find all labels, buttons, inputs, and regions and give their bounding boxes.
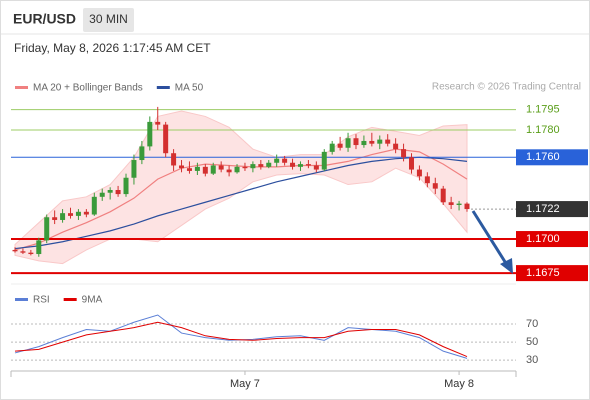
forecast-arrow xyxy=(471,210,513,274)
candle-body xyxy=(385,139,391,144)
candle-body xyxy=(12,249,18,252)
credit: Research © 2026 Trading Central xyxy=(432,82,581,93)
timeframe[interactable]: 30 MIN xyxy=(89,12,128,26)
level-label: 1.1675 xyxy=(526,267,560,279)
candle-body xyxy=(424,176,430,184)
level-box xyxy=(516,265,588,282)
candle-body xyxy=(163,124,169,154)
candle-body xyxy=(258,164,264,167)
y-tick-label: 30 xyxy=(526,354,538,366)
candle-body xyxy=(99,192,105,197)
candle-body xyxy=(131,160,137,178)
x-tick-label: May 7 xyxy=(230,378,260,390)
bollinger-band xyxy=(14,110,468,265)
candle-body xyxy=(194,166,200,171)
level-box xyxy=(516,231,588,248)
candle-body xyxy=(313,165,319,170)
candle-body xyxy=(242,166,248,169)
candle-body xyxy=(28,252,34,255)
legend-label: RSI xyxy=(33,295,50,306)
legend-label: MA 50 xyxy=(175,83,204,94)
candle-body xyxy=(123,177,129,195)
candle-body xyxy=(202,166,208,174)
candle-body xyxy=(369,140,375,144)
ma20-line xyxy=(14,148,468,251)
candle-body xyxy=(345,138,351,148)
level-label: 1.1722 xyxy=(526,203,560,215)
candle-body xyxy=(44,217,50,241)
candle-body xyxy=(401,149,407,158)
candle-body xyxy=(440,188,446,203)
candle-body xyxy=(171,153,177,166)
candle-body xyxy=(210,165,216,174)
candle-body xyxy=(282,158,288,163)
candle-body xyxy=(36,240,42,255)
candle-body xyxy=(337,143,343,148)
legend-label: 9MA xyxy=(82,295,103,306)
candle-body xyxy=(75,211,81,216)
candle-body xyxy=(107,190,113,193)
legend-label: MA 20 + Bollinger Bands xyxy=(33,83,143,94)
candle-body xyxy=(393,143,399,150)
candle-body xyxy=(91,196,97,215)
candle-body xyxy=(60,213,66,220)
level-label: 1.1700 xyxy=(526,233,560,245)
rsi-ma-line xyxy=(14,321,468,358)
candle-body xyxy=(353,138,359,146)
legend-swatch xyxy=(15,298,28,301)
candle-body xyxy=(179,165,185,169)
candle-body xyxy=(68,213,74,216)
candle-body xyxy=(83,211,89,215)
x-tick-label: May 8 xyxy=(444,378,474,390)
rsi-line xyxy=(14,314,468,359)
ma50-line xyxy=(14,156,468,250)
y-tick-label: 70 xyxy=(526,318,538,330)
y-tick-label: 50 xyxy=(526,336,538,348)
timestamp: Friday, May 8, 2026 1:17:45 AM CET xyxy=(14,41,211,55)
level-label: 1.1780 xyxy=(526,124,560,136)
candle-body xyxy=(432,183,438,189)
candle-body xyxy=(147,121,153,147)
candle-body xyxy=(218,165,224,170)
candle-body xyxy=(226,169,232,173)
candle-body xyxy=(456,203,462,205)
legend-swatch xyxy=(15,86,28,89)
level-box xyxy=(516,149,588,166)
candle-body xyxy=(290,162,296,167)
candle-body xyxy=(274,158,280,163)
level-box xyxy=(516,201,588,218)
candle-body xyxy=(52,217,58,220)
candle-body xyxy=(115,190,121,195)
candle-body xyxy=(377,139,383,144)
symbol: EUR/USD xyxy=(13,11,76,27)
candle-body xyxy=(297,164,303,167)
legend-swatch xyxy=(63,298,77,301)
level-label: 1.1760 xyxy=(526,151,560,163)
candle-body xyxy=(464,203,470,210)
candle-body xyxy=(448,202,454,205)
candle-body xyxy=(361,140,367,146)
timeframe-chip[interactable] xyxy=(83,8,134,32)
candle-body xyxy=(321,151,327,170)
candle-body xyxy=(20,251,26,253)
level-label: 1.1795 xyxy=(526,104,560,116)
candle-body xyxy=(329,143,335,152)
legend-swatch xyxy=(156,86,170,89)
candle-body xyxy=(186,168,192,171)
candle-body xyxy=(139,146,145,161)
candle-body xyxy=(250,164,256,169)
candle-body xyxy=(416,169,422,177)
candle-body xyxy=(155,121,161,125)
candle-body xyxy=(234,166,240,173)
candle-body xyxy=(305,164,311,166)
candle-body xyxy=(408,157,414,170)
candle-body xyxy=(266,162,272,167)
